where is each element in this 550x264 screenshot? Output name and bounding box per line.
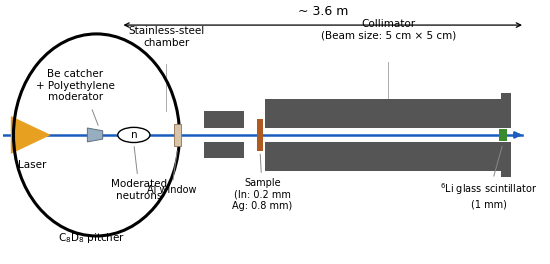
Text: $^6$Li glass scintillator
(1 mm): $^6$Li glass scintillator (1 mm) xyxy=(440,146,537,209)
Bar xyxy=(204,111,244,128)
Bar xyxy=(265,99,509,128)
Text: Laser: Laser xyxy=(18,160,46,170)
Text: Collimator
(Beam size: 5 cm × 5 cm): Collimator (Beam size: 5 cm × 5 cm) xyxy=(321,19,456,40)
Text: Al window: Al window xyxy=(147,151,196,195)
Polygon shape xyxy=(11,116,51,154)
Text: Sample
(In: 0.2 mm
Ag: 0.8 mm): Sample (In: 0.2 mm Ag: 0.8 mm) xyxy=(232,154,293,211)
Polygon shape xyxy=(87,128,103,142)
Text: n: n xyxy=(130,130,137,140)
Circle shape xyxy=(118,127,150,143)
Bar xyxy=(499,129,507,141)
Text: Moderated
neutrons: Moderated neutrons xyxy=(111,147,167,201)
Text: C$_8$D$_8$ pitcher: C$_8$D$_8$ pitcher xyxy=(58,231,125,245)
Bar xyxy=(174,124,181,146)
Text: ~ 3.6 m: ~ 3.6 m xyxy=(298,4,348,17)
Bar xyxy=(204,142,244,158)
Bar xyxy=(257,119,263,151)
Text: Be catcher
+ Polyethylene
moderator: Be catcher + Polyethylene moderator xyxy=(36,69,114,102)
Bar xyxy=(501,92,512,128)
Bar xyxy=(265,142,509,171)
Text: Stainless-steel
chamber: Stainless-steel chamber xyxy=(128,26,204,48)
Bar xyxy=(501,142,512,177)
